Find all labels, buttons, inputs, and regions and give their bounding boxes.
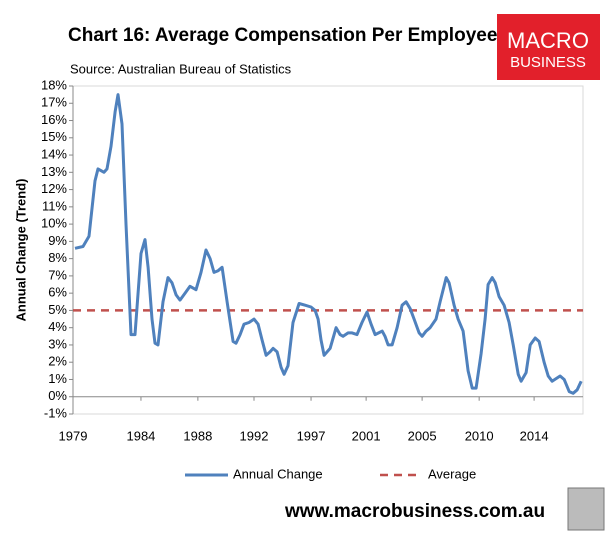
x-tick-label: 2014 xyxy=(520,428,549,443)
y-tick-label: 4% xyxy=(48,319,67,334)
logo-icon xyxy=(567,487,605,531)
y-tick-label: 6% xyxy=(48,285,67,300)
legend-label: Average xyxy=(428,466,476,481)
y-tick-label: 11% xyxy=(42,198,67,213)
y-tick-label: 8% xyxy=(48,250,67,265)
y-tick-label: 16% xyxy=(41,112,67,127)
logo-box xyxy=(497,14,600,80)
logo-text: BUSINESS xyxy=(510,54,586,71)
y-tick-label: 17% xyxy=(41,95,67,110)
x-tick-label: 2010 xyxy=(465,428,494,443)
x-tick-label: 2005 xyxy=(408,428,437,443)
x-tick-label: 1997 xyxy=(297,428,326,443)
data-line xyxy=(74,93,583,395)
footer-url: www.macrobusiness.com.au xyxy=(284,501,545,522)
logo-text: MACRO xyxy=(507,28,589,53)
y-tick-label: 9% xyxy=(48,233,67,248)
legend-label: Annual Change xyxy=(233,466,323,481)
x-tick-label: 1992 xyxy=(240,428,269,443)
x-tick-label: 1984 xyxy=(126,428,155,443)
y-tick-label: 1% xyxy=(48,371,67,386)
x-tick-label: 1979 xyxy=(59,428,88,443)
plot-frame xyxy=(72,85,584,415)
y-tick-label: -1% xyxy=(44,405,68,420)
chart-title: Chart 16: Average Compensation Per Emplo… xyxy=(68,25,497,46)
y-tick-label: 3% xyxy=(48,336,67,351)
y-tick-label: 10% xyxy=(41,216,67,231)
y-tick-label: 7% xyxy=(48,267,67,282)
x-tick-label: 1988 xyxy=(183,428,212,443)
y-tick-label: 18% xyxy=(41,77,67,92)
y-tick-label: 13% xyxy=(41,164,67,179)
y-tick-label: 5% xyxy=(48,302,67,317)
y-axis-title: Annual Change (Trend) xyxy=(13,179,28,322)
y-tick-label: 12% xyxy=(41,181,67,196)
x-tick-label: 2001 xyxy=(352,428,381,443)
chart-subtitle: Source: Australian Bureau of Statistics xyxy=(70,61,292,76)
y-tick-label: 15% xyxy=(41,129,67,144)
y-tick-label: 14% xyxy=(41,146,67,161)
y-tick-label: 0% xyxy=(48,388,67,403)
y-tick-label: 2% xyxy=(48,354,67,369)
